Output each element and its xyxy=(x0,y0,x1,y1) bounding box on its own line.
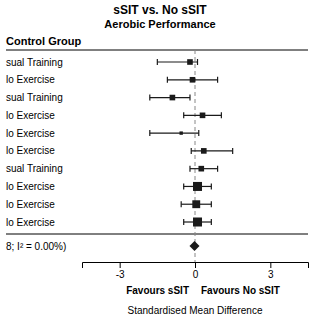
x-tick-mark xyxy=(120,262,121,268)
study-row xyxy=(184,182,212,191)
x-axis: -3 0 3 xyxy=(83,262,309,280)
study-row xyxy=(167,77,217,83)
ci-cap-high xyxy=(232,148,233,154)
ci-cap-high xyxy=(217,77,218,83)
ci-cap-high xyxy=(189,95,190,101)
x-axis-title: Standardised Mean Difference xyxy=(128,305,263,316)
study-label: lo Exercise xyxy=(6,199,55,210)
ci-cap-low xyxy=(149,130,150,136)
study-box xyxy=(187,59,193,65)
study-row xyxy=(184,218,212,227)
study-row xyxy=(150,95,190,101)
chart: sSIT vs. No sSITAerobic Performance Contr… xyxy=(0,0,320,320)
ci-cap-low xyxy=(183,183,184,189)
x-tick-mark xyxy=(270,262,271,268)
ci-cap-low xyxy=(167,77,168,83)
study-box xyxy=(192,200,200,208)
ci-line xyxy=(191,150,232,151)
ci-cap-high xyxy=(211,201,212,207)
study-box xyxy=(200,113,206,119)
header-line xyxy=(6,50,308,51)
study-label: lo Exercise xyxy=(6,217,55,228)
footer-line xyxy=(6,234,308,235)
ci-cap-low xyxy=(189,166,190,172)
subtitle: Aerobic Performance xyxy=(104,18,215,30)
study-row xyxy=(181,200,211,208)
ci-cap-low xyxy=(157,59,158,65)
ci-cap-low xyxy=(183,112,184,118)
x-tick: -3 xyxy=(116,262,125,280)
plot-area xyxy=(150,50,233,262)
x-tick: 3 xyxy=(268,262,274,280)
study-box xyxy=(180,131,183,134)
ci-cap-low xyxy=(183,219,184,225)
study-label: sual Training xyxy=(6,57,63,68)
study-row xyxy=(190,166,218,172)
ci-cap-low xyxy=(149,95,150,101)
ci-cap-low xyxy=(181,201,182,207)
study-row xyxy=(184,112,222,118)
study-box xyxy=(198,166,204,172)
study-box xyxy=(170,95,176,101)
study-box xyxy=(190,77,196,83)
study-row xyxy=(150,130,199,136)
study-label: lo Exercise xyxy=(6,110,55,121)
ci-cap-high xyxy=(221,112,222,118)
x-tick-label: -3 xyxy=(116,269,125,280)
overall-diamond xyxy=(189,241,199,251)
ci-cap-high xyxy=(211,183,212,189)
x-tick-label: 0 xyxy=(193,269,199,280)
favour-label: Favours No sSIT xyxy=(201,285,280,296)
ci-cap-high xyxy=(198,130,199,136)
study-label: sual Training xyxy=(6,92,63,103)
x-tick-label: 3 xyxy=(268,269,274,280)
ci-cap-high xyxy=(211,219,212,225)
column-header: Control Group xyxy=(6,35,81,47)
x-tick: 0 xyxy=(193,262,199,280)
title: sSIT vs. No sSIT xyxy=(113,3,207,17)
study-labels: sual Training lo Exercise sual Training lo … xyxy=(6,57,63,228)
study-label: lo Exercise xyxy=(6,145,55,156)
x-axis-line xyxy=(83,263,309,269)
study-box xyxy=(193,182,202,191)
study-row xyxy=(191,148,232,154)
favour-label: Favours sSIT xyxy=(126,285,189,296)
study-box xyxy=(201,148,207,154)
study-row xyxy=(157,59,197,65)
ci-line xyxy=(150,133,199,134)
x-tick-mark xyxy=(195,262,196,268)
study-label: lo Exercise xyxy=(6,128,55,139)
ci-cap-high xyxy=(217,166,218,172)
ci-cap-high xyxy=(197,59,198,65)
study-label: lo Exercise xyxy=(6,181,55,192)
study-label: sual Training xyxy=(6,163,63,174)
study-label: lo Exercise xyxy=(6,74,55,85)
ci-cap-low xyxy=(191,148,192,154)
study-box xyxy=(193,218,202,227)
overall-label: 8; I² = 0.00%) xyxy=(6,241,66,252)
